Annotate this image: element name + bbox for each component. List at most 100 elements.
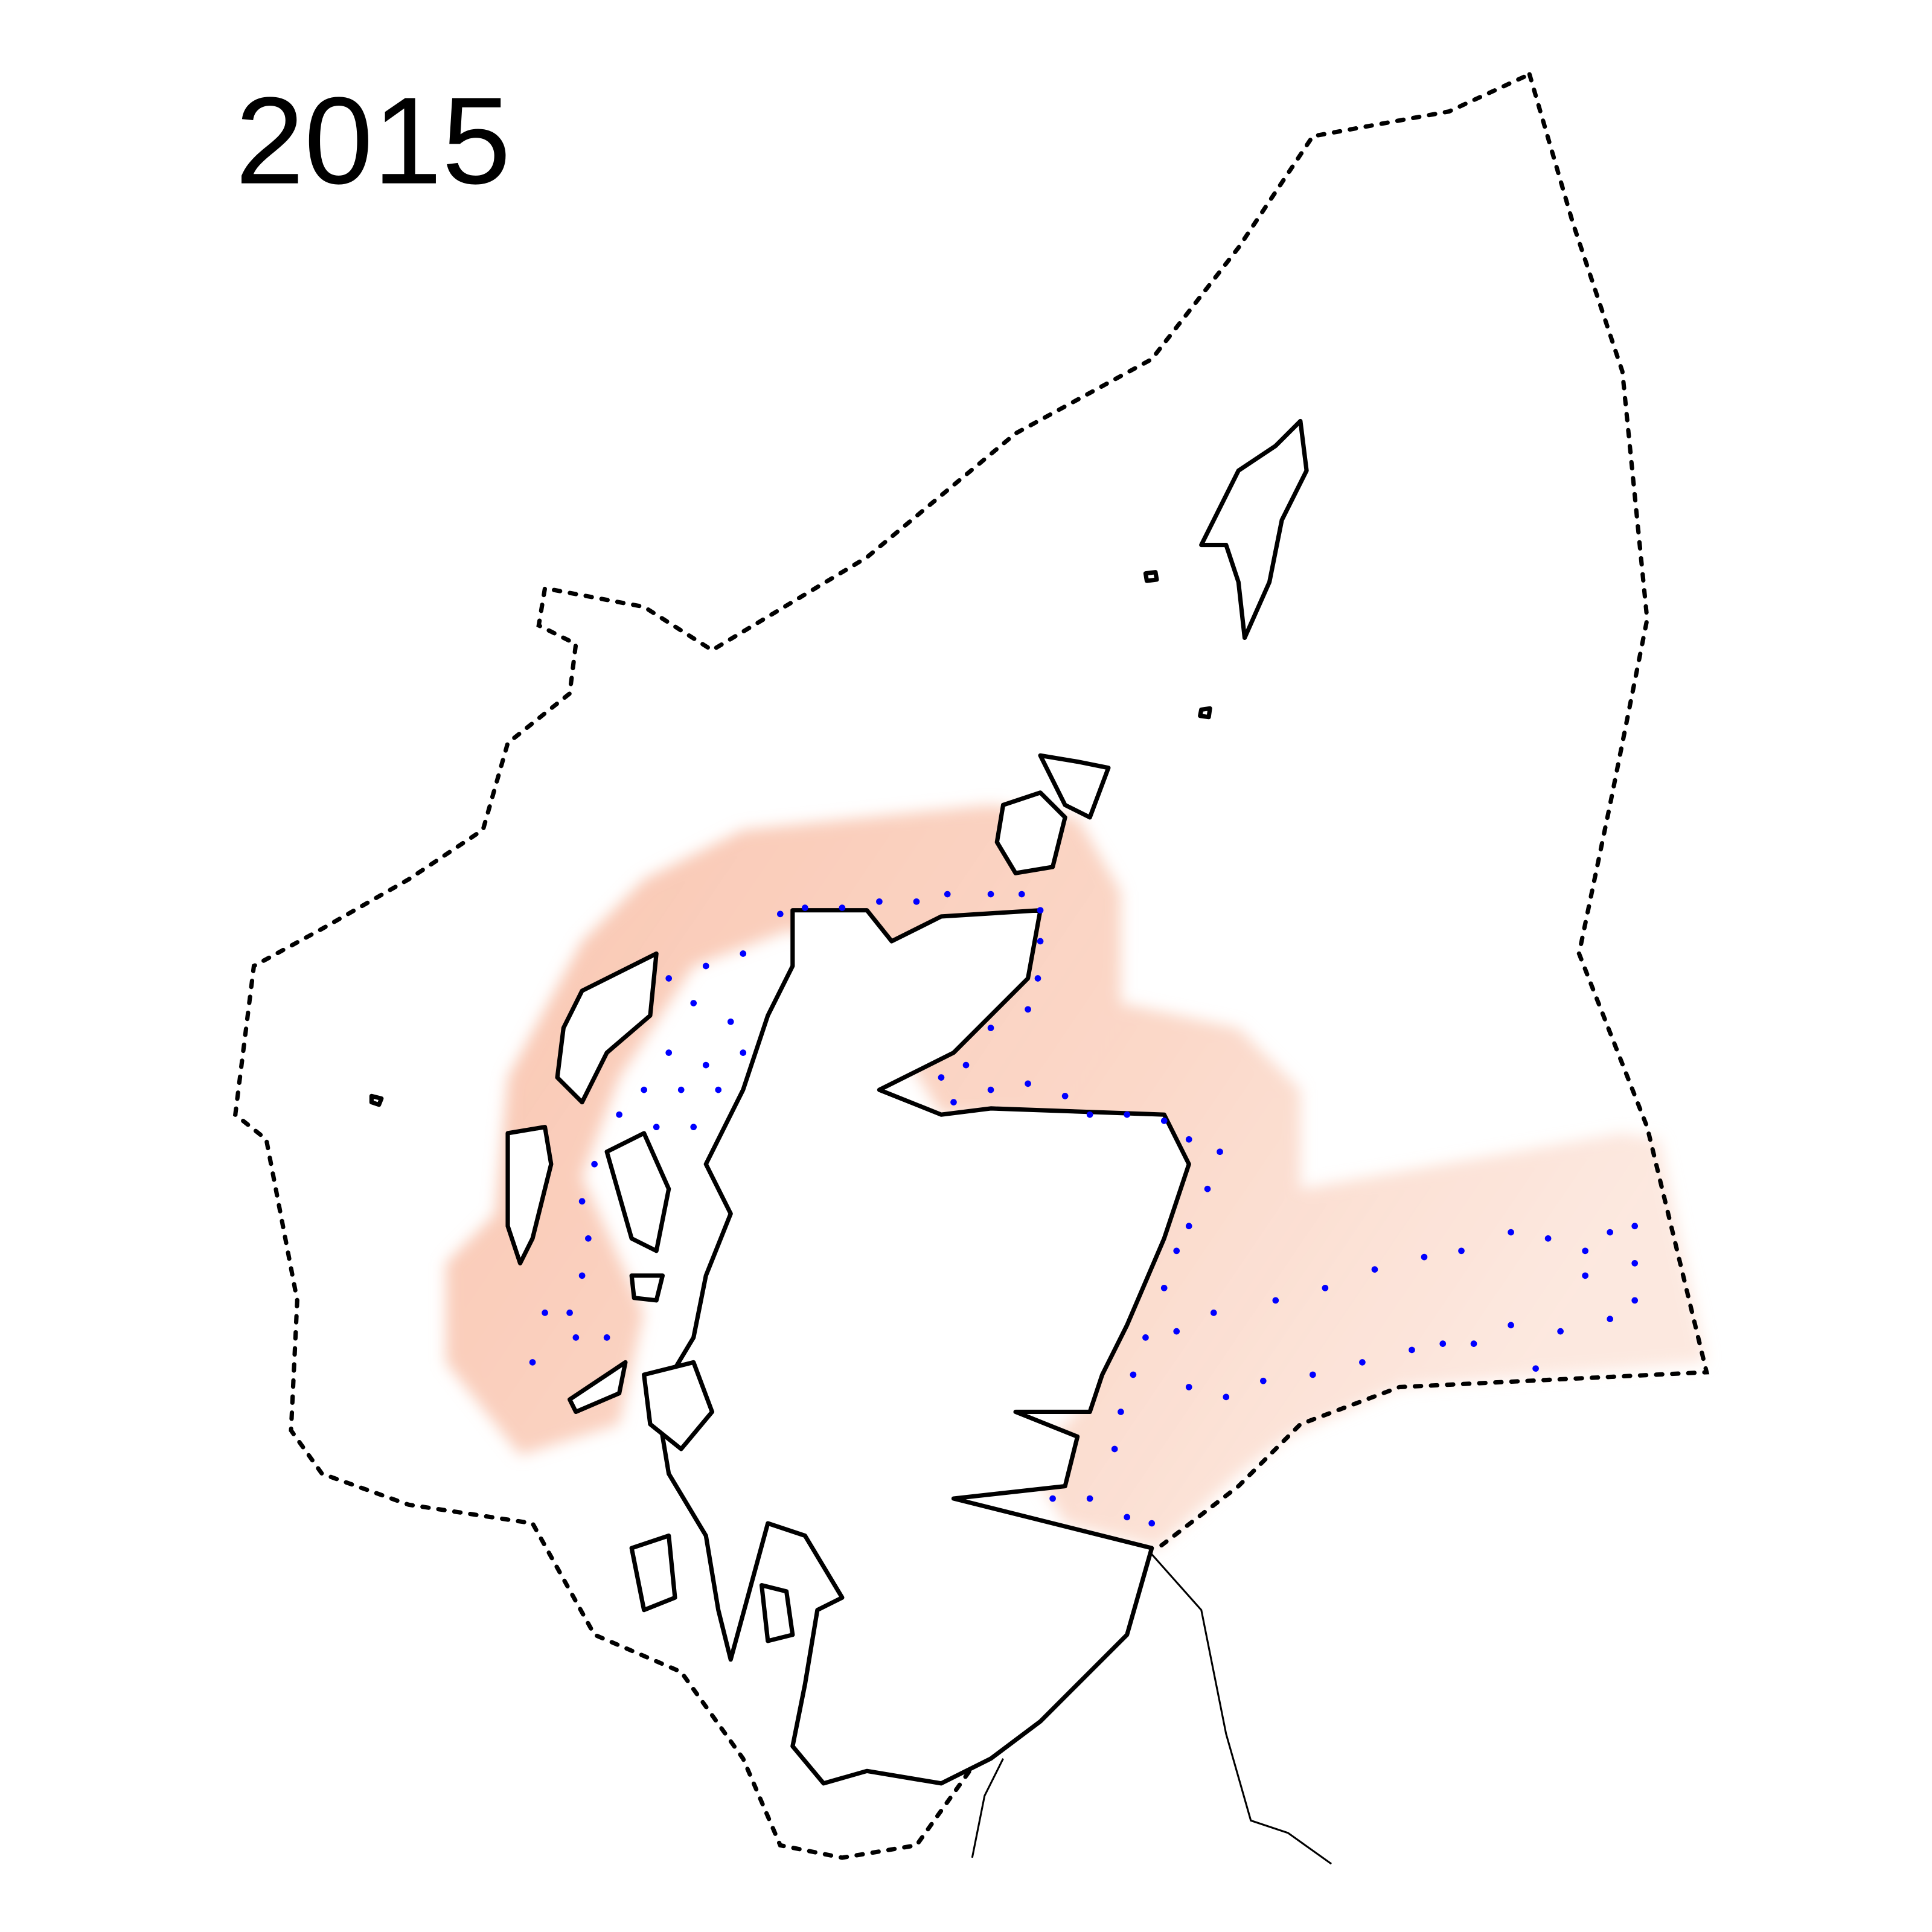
survey-point: [1310, 1371, 1316, 1378]
coastline: [369, 418, 1332, 1865]
survey-point: [641, 1086, 648, 1093]
island: [642, 1360, 715, 1451]
survey-point: [1124, 1111, 1131, 1118]
survey-point: [653, 1124, 660, 1131]
survey-point: [715, 1086, 722, 1093]
survey-point: [1037, 938, 1044, 945]
survey-point: [1142, 1334, 1149, 1341]
survey-point: [542, 1310, 548, 1316]
survey-point: [1185, 1136, 1192, 1143]
island: [555, 951, 659, 1105]
survey-point: [1130, 1371, 1137, 1378]
survey-point: [1371, 1266, 1378, 1273]
survey-point: [950, 1099, 957, 1105]
island: [1199, 418, 1309, 640]
survey-point: [1118, 1409, 1124, 1415]
england-border: [1151, 1553, 1332, 1865]
survey-point: [1557, 1328, 1564, 1335]
survey-point: [876, 898, 883, 905]
survey-point: [1458, 1247, 1465, 1255]
england-coast: [971, 1758, 1004, 1858]
island: [1038, 753, 1111, 820]
survey-point: [1185, 1384, 1192, 1390]
survey-point: [690, 1000, 697, 1006]
island: [604, 1131, 671, 1253]
survey-point: [913, 898, 920, 905]
island: [629, 1533, 677, 1613]
survey-point: [776, 910, 784, 918]
survey-point: [1439, 1340, 1447, 1347]
survey-point: [1037, 907, 1044, 914]
island: [568, 1360, 628, 1415]
survey-point: [1607, 1316, 1613, 1322]
survey-point: [839, 904, 846, 911]
survey-point: [1272, 1297, 1279, 1304]
island: [369, 1093, 384, 1107]
survey-point: [987, 891, 994, 898]
survey-point: [677, 1086, 685, 1093]
island: [629, 1273, 665, 1303]
survey-point: [591, 1160, 598, 1168]
survey-point: [1532, 1365, 1539, 1372]
survey-point: [1582, 1247, 1588, 1255]
survey-point: [1148, 1520, 1156, 1527]
survey-point: [616, 1111, 622, 1118]
survey-point: [1217, 1148, 1223, 1156]
survey-point: [1409, 1346, 1415, 1354]
survey-point: [665, 975, 673, 982]
survey-point: [1421, 1253, 1428, 1261]
survey-point: [1631, 1297, 1639, 1304]
survey-point: [944, 891, 951, 898]
survey-point: [578, 1272, 586, 1279]
island: [1143, 570, 1159, 583]
survey-point: [1359, 1359, 1366, 1366]
survey-point: [1160, 1285, 1168, 1291]
survey-point: [1470, 1340, 1477, 1347]
survey-point: [938, 1074, 945, 1081]
survey-point: [566, 1310, 573, 1316]
boundary: [232, 72, 1710, 1860]
survey-point: [1322, 1285, 1329, 1291]
survey-point: [1086, 1111, 1093, 1118]
survey-point: [987, 1086, 994, 1093]
survey-point: [603, 1334, 610, 1341]
survey-point: [690, 1124, 697, 1131]
survey-point: [702, 962, 709, 970]
survey-point: [1544, 1235, 1552, 1242]
survey-point: [585, 1235, 592, 1242]
survey-point: [962, 1061, 970, 1069]
survey-point: [1061, 1093, 1069, 1099]
island: [505, 1125, 554, 1265]
survey-point: [529, 1359, 536, 1366]
survey-point: [1018, 891, 1025, 898]
survey-point: [1034, 975, 1041, 982]
survey-point: [1025, 1080, 1031, 1087]
survey-point: [740, 1049, 747, 1056]
survey-point: [1204, 1185, 1211, 1192]
survey-point: [1025, 1006, 1031, 1013]
island: [1198, 706, 1212, 720]
survey-point: [1173, 1328, 1180, 1335]
survey-point: [1259, 1377, 1267, 1384]
survey-point: [1111, 1445, 1118, 1453]
survey-point: [727, 1018, 734, 1025]
survey-point: [1223, 1393, 1230, 1401]
survey-point: [1160, 1118, 1168, 1124]
survey-point: [1508, 1322, 1514, 1329]
survey-point: [1631, 1223, 1639, 1230]
survey-point: [1210, 1310, 1217, 1316]
survey-point: [1582, 1272, 1588, 1279]
survey-point: [1049, 1495, 1056, 1502]
survey-point: [802, 904, 808, 911]
survey-point: [987, 1025, 994, 1031]
survey-point: [702, 1061, 709, 1069]
survey-points: [529, 891, 1639, 1527]
island: [759, 1583, 795, 1643]
survey-point: [572, 1334, 580, 1341]
density-surface: [446, 805, 1707, 1549]
survey-point: [740, 950, 747, 957]
survey-point: [578, 1198, 586, 1205]
survey-point: [1086, 1495, 1093, 1502]
